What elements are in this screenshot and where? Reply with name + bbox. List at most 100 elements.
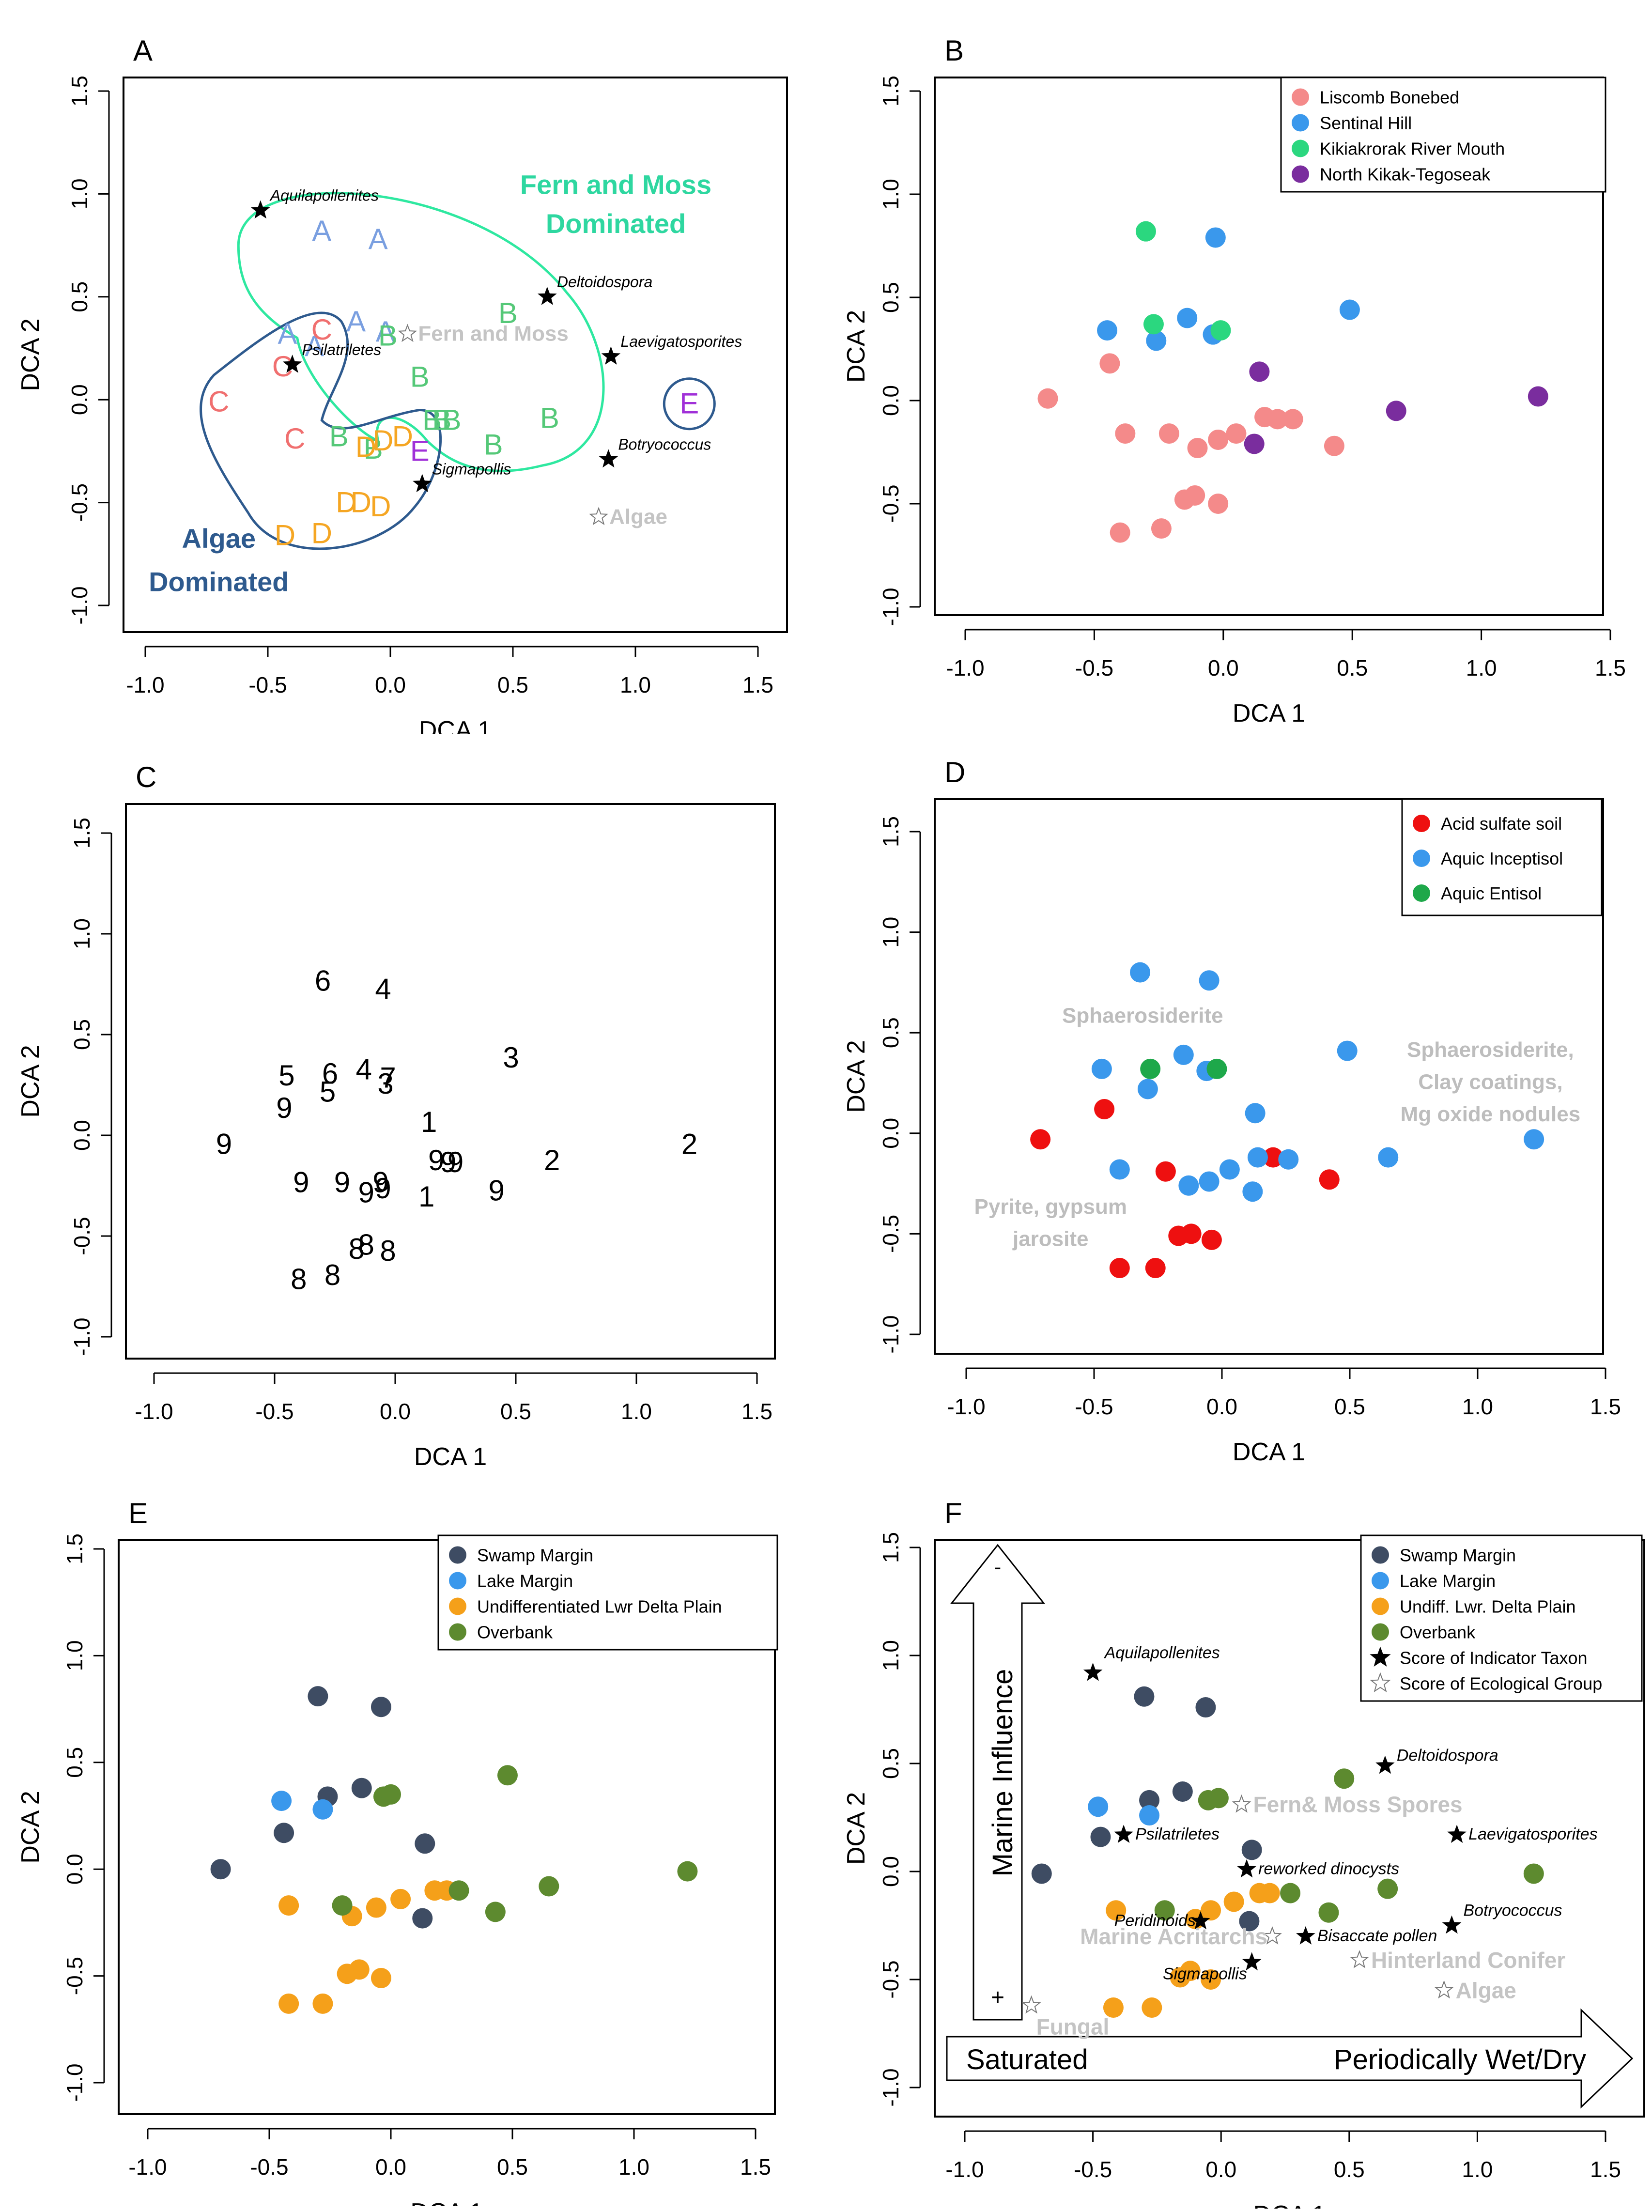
panel-a: -1.0 -0.5 0.0 0.5 1.0 1.5 -1.0 -0.5 0.0 0.5 1.0 1.5… xyxy=(0,0,823,744)
data-point xyxy=(1130,962,1151,983)
data-point xyxy=(485,1902,506,1922)
y-axis-label: DCA 2 xyxy=(16,318,45,391)
y-tick-label: 1.5 xyxy=(69,818,94,849)
group-star-icon xyxy=(1232,1794,1251,1813)
x-axis: -1.0 -0.5 0.0 0.5 1.0 1.5 xyxy=(126,646,773,697)
x-axis-label: DCA 1 xyxy=(414,1443,487,1470)
legend: Liscomb Bonebed Sentinal Hill Kikiakrorak … xyxy=(1280,77,1606,193)
data-point: E xyxy=(679,387,699,420)
legend-label: Sentinal Hill xyxy=(1320,113,1412,133)
data-point xyxy=(1219,1159,1240,1180)
data-point: 7 xyxy=(380,1061,396,1094)
annotation-label: Sigmapollis xyxy=(1163,1965,1247,1983)
data-point xyxy=(1199,970,1220,991)
legend-marker xyxy=(1372,1546,1389,1564)
x-tick-label: -1.0 xyxy=(135,1399,173,1424)
legend-marker xyxy=(1292,165,1309,183)
data-point xyxy=(308,1686,328,1707)
group-star-icon xyxy=(1434,1980,1454,1999)
y-tick-label: 1.0 xyxy=(67,178,92,209)
annotation-label: Sphaerosiderite, xyxy=(1407,1038,1574,1062)
annotation-label: Marine Acritarchs xyxy=(1080,1924,1267,1949)
y-axis: -1.0 -0.5 0.0 0.5 1.0 1.5 xyxy=(62,1533,105,2102)
y-axis-label: DCA 2 xyxy=(16,1791,45,1863)
y-tick-label: -0.5 xyxy=(878,484,903,523)
data-point: 9 xyxy=(276,1092,292,1124)
data-point xyxy=(1249,361,1270,382)
data-point xyxy=(1139,1805,1160,1826)
annotation-label: Fern& Moss Spores xyxy=(1253,1792,1463,1817)
panel-title: E xyxy=(128,1497,148,1530)
indicator-star-icon xyxy=(537,286,557,305)
legend-label: Aquic Entisol xyxy=(1441,883,1542,903)
annotation-label: Hinterland Conifer xyxy=(1371,1948,1565,1973)
data-point xyxy=(1199,1171,1220,1192)
data-point: 8 xyxy=(291,1263,307,1295)
legend-label: Acid sulfate soil xyxy=(1441,814,1562,834)
y-tick-label: 0.0 xyxy=(878,385,903,416)
data-point: 9 xyxy=(448,1146,463,1178)
legend-label: Undiff. Lwr. Delta Plain xyxy=(1400,1596,1576,1616)
fern-moss-enclosure xyxy=(237,192,605,472)
y-tick-label: 0.0 xyxy=(878,1856,903,1887)
x-axis: -1.0 -0.5 0.0 0.5 1.0 1.5 xyxy=(128,2128,771,2180)
x-tick-label: 1.0 xyxy=(1462,2157,1493,2182)
indicator-star-icon xyxy=(250,200,270,219)
data-point: D xyxy=(370,490,391,523)
x-axis: -1.0 -0.5 0.0 0.5 1.0 1.5 xyxy=(945,2130,1621,2182)
legend-marker xyxy=(449,1623,466,1641)
series-points xyxy=(1031,1686,1544,2018)
panel-title: A xyxy=(133,34,153,67)
data-point xyxy=(1239,1911,1260,1932)
y-axis-label: DCA 2 xyxy=(842,1040,870,1113)
marine-influence-label: Marine Influence xyxy=(987,1669,1019,1877)
x-tick-label: -1.0 xyxy=(947,1394,985,1419)
data-point xyxy=(1201,1900,1221,1921)
data-point: B xyxy=(410,360,430,393)
panel-title: D xyxy=(944,756,965,789)
x-tick-label: -0.5 xyxy=(1075,1394,1113,1419)
indicator-star-icon xyxy=(1242,1952,1262,1971)
data-point xyxy=(1263,1147,1283,1168)
data-point xyxy=(366,1897,386,1918)
x-tick-label: 0.0 xyxy=(375,2154,406,2180)
data-point xyxy=(1223,1891,1244,1912)
x-tick-label: 1.0 xyxy=(621,1399,652,1424)
data-point xyxy=(312,1799,333,1820)
x-tick-label: -0.5 xyxy=(250,2154,288,2180)
wetdry-arrow xyxy=(946,2008,1634,2109)
data-point: 1 xyxy=(418,1180,434,1213)
data-point: 9 xyxy=(358,1176,374,1208)
legend-marker xyxy=(449,1546,466,1564)
data-point xyxy=(1099,353,1120,374)
fern-label: Dominated xyxy=(546,208,686,239)
data-point xyxy=(371,1697,391,1717)
chart-c: -1.0 -0.5 0.0 0.5 1.0 1.5 -1.0 -0.5 0.0 0.5 1.0 1.5… xyxy=(16,761,776,1471)
data-point xyxy=(1205,227,1226,248)
y-tick-label: 0.0 xyxy=(62,1854,87,1885)
data-point xyxy=(1386,401,1406,421)
x-tick-label: -0.5 xyxy=(248,672,287,697)
y-tick-label: 0.5 xyxy=(67,281,92,312)
arrow-sign: + xyxy=(991,1985,1004,2011)
x-tick-label: 0.0 xyxy=(380,1399,411,1424)
x-tick-label: -0.5 xyxy=(1074,2157,1112,2182)
data-point xyxy=(1210,320,1231,341)
data-point: D xyxy=(372,424,393,457)
x-tick-label: 1.5 xyxy=(1590,2157,1621,2182)
y-tick-label: -1.0 xyxy=(878,1315,903,1353)
y-tick-label: 0.5 xyxy=(878,282,903,313)
y-tick-label: 1.0 xyxy=(878,179,903,210)
group-star-icon xyxy=(398,324,417,342)
data-point xyxy=(1181,1223,1202,1244)
periodically-wet-dry-label: Periodically Wet/Dry xyxy=(1334,2044,1586,2075)
legend-box xyxy=(1401,798,1603,916)
y-axis: -1.0 -0.5 0.0 0.5 1.0 1.5 xyxy=(878,1532,921,2107)
y-tick-label: -1.0 xyxy=(878,2068,903,2106)
y-tick-label: -1.0 xyxy=(69,1317,94,1356)
indicator-star-icon xyxy=(1447,1825,1467,1843)
data-point xyxy=(1140,1058,1161,1079)
data-point xyxy=(1088,1796,1109,1817)
y-tick-label: -0.5 xyxy=(878,1215,903,1253)
